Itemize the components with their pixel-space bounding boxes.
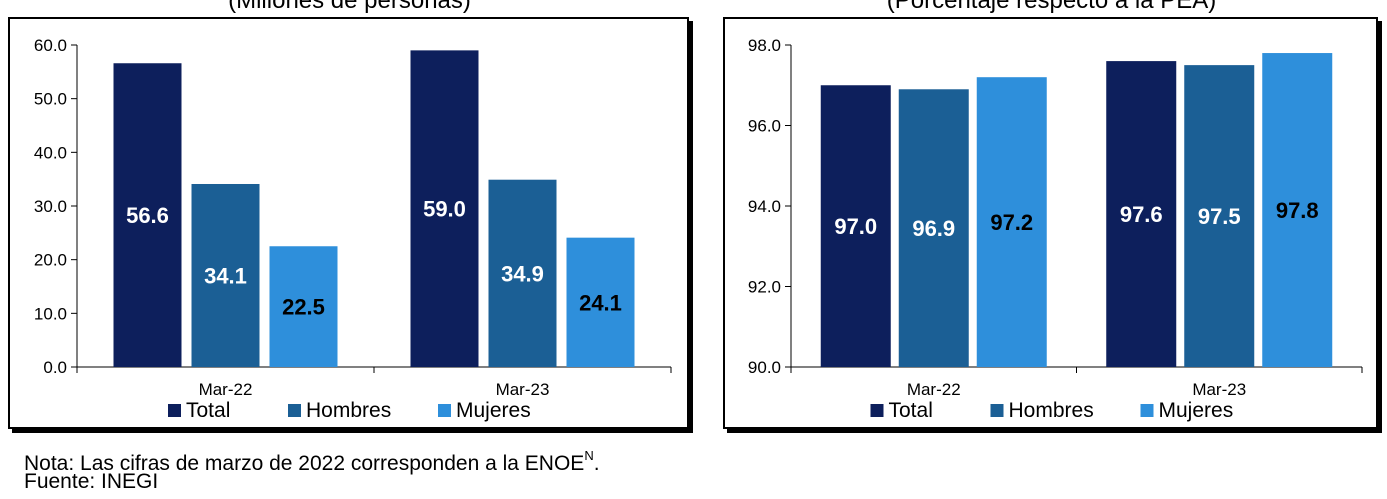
note-end: . xyxy=(593,452,600,475)
legend-swatch-hombres xyxy=(990,404,1004,417)
chart-right: 90.0 92.0 94.0 96.0 98.0 Mar-22 97.0 96.9 97.2 Ma… xyxy=(748,36,1363,422)
bar-hombres-mar-23 xyxy=(1184,65,1255,367)
chart-left-subtitle: (Millones de personas) xyxy=(228,0,471,14)
x-category-label: Mar-23 xyxy=(1192,380,1246,399)
data-label: 97.6 xyxy=(1120,202,1163,227)
legend-swatch-mujeres xyxy=(438,404,451,417)
y-tick-label: 92.0 xyxy=(748,278,781,297)
bar-total-mar-23 xyxy=(1106,61,1177,367)
legend-label-hombres: Hombres xyxy=(1009,399,1094,422)
note: Nota: Las cifras de marzo de 2022 corres… xyxy=(24,446,600,476)
bar-mujeres-mar-23 xyxy=(1262,53,1333,368)
bar-total-mar-22 xyxy=(113,63,182,367)
bar-hombres-mar-22 xyxy=(191,183,260,367)
legend-label-total: Total xyxy=(186,399,230,422)
legend-swatch-mujeres xyxy=(1140,404,1154,417)
legend-swatch-hombres xyxy=(288,404,301,417)
data-label: 96.9 xyxy=(912,216,955,241)
note-superscript: N xyxy=(584,448,594,463)
bar-hombres-mar-22 xyxy=(898,89,969,368)
y-tick-label: 90.0 xyxy=(748,358,781,377)
y-tick-label: 60.0 xyxy=(34,36,67,55)
bar-total-mar-22 xyxy=(820,85,891,367)
data-label: 34.9 xyxy=(501,261,544,286)
y-tick-label: 0.0 xyxy=(43,358,67,377)
note-text: Nota: Las cifras de marzo de 2022 corres… xyxy=(24,452,585,475)
y-tick-label: 30.0 xyxy=(34,197,67,216)
data-label: 24.1 xyxy=(579,290,622,315)
data-label: 97.8 xyxy=(1276,198,1319,223)
y-tick-label: 50.0 xyxy=(34,90,67,109)
y-tick-label: 96.0 xyxy=(748,117,781,136)
data-label: 22.5 xyxy=(282,295,325,320)
y-tick-label: 98.0 xyxy=(748,36,781,55)
chart-panel-left: 0.0 10.0 20.0 30.0 40.0 50.0 60.0 Mar-22 56.6 34.… xyxy=(8,17,689,429)
y-tick-label: 40.0 xyxy=(34,143,67,162)
data-label: 34.1 xyxy=(204,263,247,288)
legend-swatch-total xyxy=(870,404,884,417)
data-label: 56.6 xyxy=(126,203,169,228)
legend-label-hombres: Hombres xyxy=(306,399,391,422)
bar-mujeres-mar-23 xyxy=(566,237,635,367)
x-category-label: Mar-22 xyxy=(907,380,961,399)
chart-right-subtitle: (Porcentaje respecto a la PEA) xyxy=(886,0,1217,14)
y-tick-label: 20.0 xyxy=(34,251,67,270)
bar-mujeres-mar-22 xyxy=(269,246,338,367)
legend-label-total: Total xyxy=(889,399,933,422)
legend-swatch-total xyxy=(168,404,181,417)
bar-total-mar-23 xyxy=(410,50,479,367)
y-tick-label: 10.0 xyxy=(34,304,67,323)
source-note: Fuente: INEGI xyxy=(24,470,159,493)
y-tick-label: 94.0 xyxy=(748,197,781,216)
bar-hombres-mar-23 xyxy=(488,179,557,367)
chart-left: 0.0 10.0 20.0 30.0 40.0 50.0 60.0 Mar-22 56.6 34.… xyxy=(34,36,672,422)
data-label: 97.5 xyxy=(1198,204,1241,229)
chart-panel-right: 90.0 92.0 94.0 96.0 98.0 Mar-22 97.0 96.9 97.2 Ma… xyxy=(723,17,1378,429)
x-category-label: Mar-22 xyxy=(199,380,253,399)
data-label: 97.0 xyxy=(834,214,877,239)
x-category-label: Mar-23 xyxy=(496,380,550,399)
data-label: 59.0 xyxy=(423,197,466,222)
data-label: 97.2 xyxy=(990,210,1033,235)
bar-mujeres-mar-22 xyxy=(976,77,1047,367)
legend-label-mujeres: Mujeres xyxy=(1159,399,1234,422)
legend-label-mujeres: Mujeres xyxy=(456,399,531,422)
